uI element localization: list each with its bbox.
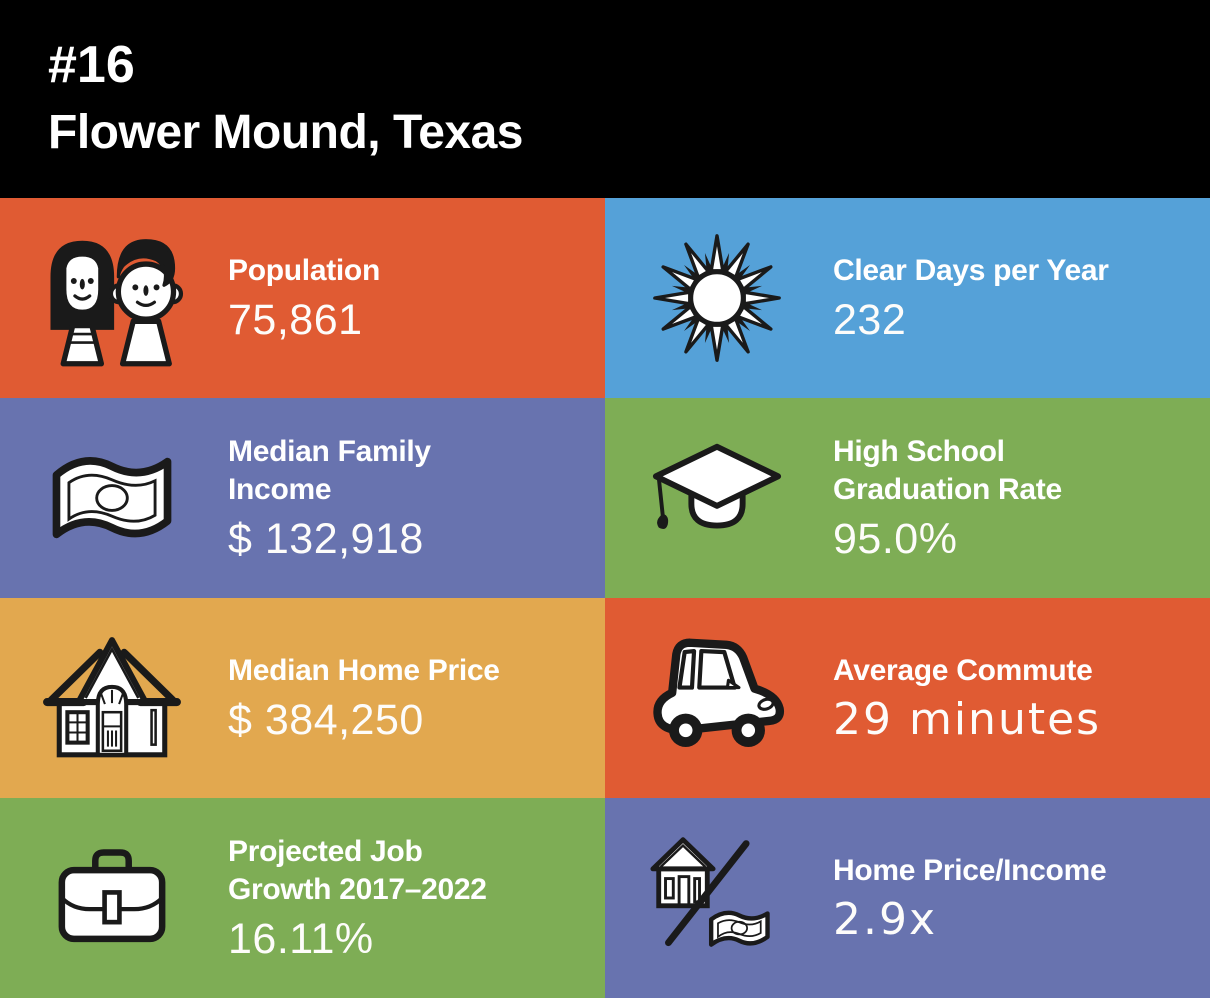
tile-text: Median Family Income $ 132,918 [228, 433, 431, 564]
tile-value: 95.0% [833, 514, 958, 563]
tile-projected-job-growth: Projected Job Growth 2017–2022 16.11% [0, 798, 605, 998]
tile-label: Clear Days per Year [833, 253, 1109, 287]
tile-label: Projected Job Growth 2017–2022 [228, 834, 487, 906]
tile-text: Projected Job Growth 2017–2022 16.11% [228, 833, 487, 964]
tile-population: Population 75,861 [0, 198, 605, 398]
tile-median-family-income: Median Family Income $ 132,918 [0, 398, 605, 598]
sun-icon [631, 230, 803, 366]
people-icon [26, 228, 198, 368]
tile-average-commute: Average Commute 29 minutes [605, 598, 1210, 798]
tile-value: 16.11% [228, 914, 374, 963]
tile-text: Home Price/Income 2.9x [833, 852, 1107, 945]
house-money-ratio-icon [631, 830, 803, 966]
tile-text: Average Commute 29 minutes [833, 652, 1101, 745]
stat-grid: Population 75,861 [0, 198, 1210, 998]
city-title: Flower Mound, Texas [48, 105, 524, 159]
rank-title: #16 [48, 36, 135, 94]
header: #16 Flower Mound, Texas [0, 0, 1210, 198]
tile-text: High School Graduation Rate 95.0% [833, 433, 1062, 564]
tile-label: Home Price/Income [833, 853, 1107, 887]
tile-label: Average Commute [833, 653, 1093, 687]
tile-text: Population 75,861 [228, 252, 380, 345]
tile-value: 2.9x [833, 893, 938, 945]
tile-label: High School Graduation Rate [833, 434, 1062, 506]
tile-hs-graduation-rate: High School Graduation Rate 95.0% [605, 398, 1210, 598]
briefcase-icon [26, 833, 198, 963]
tile-median-home-price: Median Home Price $ 384,250 [0, 598, 605, 798]
tile-label: Median Home Price [228, 653, 500, 687]
tile-home-price-income: Home Price/Income 2.9x [605, 798, 1210, 998]
house-icon [26, 627, 198, 769]
tile-text: Median Home Price $ 384,250 [228, 652, 500, 745]
car-icon [631, 628, 803, 768]
graduation-cap-icon [631, 429, 803, 567]
tile-label: Median Family Income [228, 434, 431, 506]
tile-clear-days: Clear Days per Year 232 [605, 198, 1210, 398]
tile-label: Population [228, 253, 380, 287]
tile-text: Clear Days per Year 232 [833, 252, 1109, 345]
tile-value: 232 [833, 295, 907, 344]
tile-value: 75,861 [228, 295, 363, 344]
tile-value: $ 384,250 [228, 695, 424, 744]
tile-value: $ 132,918 [228, 514, 424, 563]
money-bill-icon [26, 431, 198, 565]
tile-value: 29 minutes [833, 693, 1102, 745]
